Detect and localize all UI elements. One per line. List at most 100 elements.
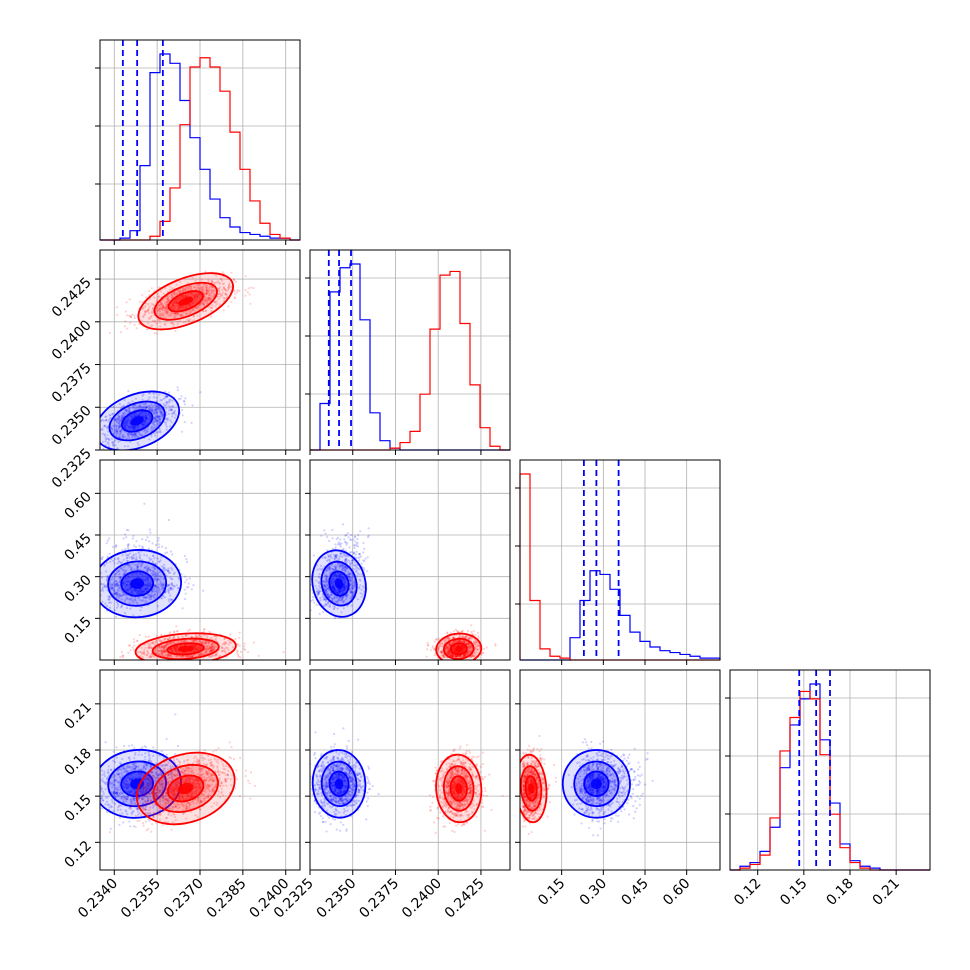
sample-point — [162, 646, 165, 649]
sample-point — [210, 294, 213, 297]
sample-point — [190, 655, 193, 658]
sample-point — [114, 418, 117, 421]
sample-point — [205, 297, 208, 300]
y-tick-label: 0.2350 — [49, 403, 95, 449]
sample-point — [119, 606, 122, 609]
sample-point — [335, 565, 339, 568]
sample-point — [185, 654, 188, 658]
sample-point — [116, 431, 119, 435]
sample-point — [190, 310, 193, 313]
sample-point — [156, 415, 159, 418]
sample-point — [197, 305, 200, 308]
sample-point — [334, 566, 337, 569]
sample-point — [179, 313, 182, 316]
sample-point — [124, 547, 127, 551]
sample-point — [211, 642, 214, 645]
sample-point — [127, 543, 130, 546]
sample-point — [170, 296, 173, 299]
sample-point — [171, 583, 174, 587]
sample-point — [161, 583, 164, 586]
sample-point — [182, 399, 186, 403]
sample-point — [166, 638, 169, 641]
sample-point — [337, 536, 340, 539]
sample-point — [210, 655, 213, 658]
sample-point — [121, 548, 124, 552]
sample-point — [171, 584, 174, 587]
sample-point — [203, 642, 207, 645]
sample-point — [163, 650, 167, 653]
sample-point — [158, 422, 161, 425]
sample-point — [173, 292, 176, 295]
sample-point — [123, 399, 126, 402]
sample-point — [127, 598, 130, 601]
sample-point — [122, 654, 125, 657]
sample-point — [204, 284, 207, 287]
sample-point — [170, 598, 173, 601]
sample-point — [153, 593, 156, 596]
sample-point — [118, 425, 122, 428]
sample-point — [115, 601, 118, 604]
sample-point — [352, 552, 355, 556]
sample-point — [139, 655, 142, 658]
sample-point — [112, 424, 115, 427]
sample-point — [152, 427, 155, 430]
sample-point — [166, 570, 169, 573]
sample-point — [108, 582, 112, 585]
sample-point — [158, 307, 161, 310]
sample-point — [168, 398, 171, 402]
sample-point — [339, 545, 342, 548]
sample-point — [193, 286, 196, 289]
sample-point — [103, 585, 106, 588]
sample-point — [210, 649, 213, 652]
sample-point — [207, 296, 210, 299]
sample-point — [339, 599, 342, 602]
sample-point — [228, 282, 231, 285]
sample-point — [206, 651, 209, 654]
sample-point — [223, 637, 226, 640]
sample-point — [166, 588, 170, 591]
sample-point — [128, 556, 131, 559]
sample-point — [161, 587, 164, 590]
sample-point — [126, 563, 129, 566]
sample-point — [169, 598, 172, 601]
sample-point — [147, 595, 151, 598]
sample-point — [151, 641, 154, 645]
sample-point — [360, 562, 363, 565]
sample-point — [212, 648, 215, 651]
sample-point — [356, 567, 359, 570]
sample-point — [115, 418, 118, 421]
sample-point — [108, 598, 111, 601]
sample-point — [140, 599, 143, 602]
sample-point — [167, 591, 170, 595]
sample-point — [351, 594, 354, 597]
sample-point — [322, 580, 325, 583]
sample-point — [202, 641, 205, 644]
sample-point — [170, 587, 173, 590]
sample-point — [343, 599, 346, 602]
sample-point — [112, 559, 115, 562]
sample-point — [208, 655, 211, 658]
sample-point — [175, 625, 178, 628]
sample-point — [178, 577, 181, 580]
sample-point — [343, 540, 346, 543]
sample-point — [153, 320, 156, 323]
sample-point — [119, 424, 122, 427]
sample-point — [122, 593, 125, 596]
sample-point — [176, 322, 179, 325]
sample-point — [198, 287, 201, 290]
sample-point — [176, 629, 179, 633]
sample-point — [211, 304, 214, 307]
sample-point — [108, 596, 111, 599]
sample-point — [327, 555, 330, 558]
sample-point — [111, 545, 115, 548]
sample-point — [125, 536, 128, 539]
sample-point — [125, 597, 128, 600]
sample-point — [171, 294, 174, 297]
sample-point — [328, 567, 331, 570]
sample-point — [225, 289, 228, 292]
sample-point — [156, 419, 160, 422]
sample-point — [185, 558, 188, 561]
sample-point — [117, 569, 121, 572]
sample-point — [142, 652, 145, 655]
sample-point — [141, 394, 144, 397]
